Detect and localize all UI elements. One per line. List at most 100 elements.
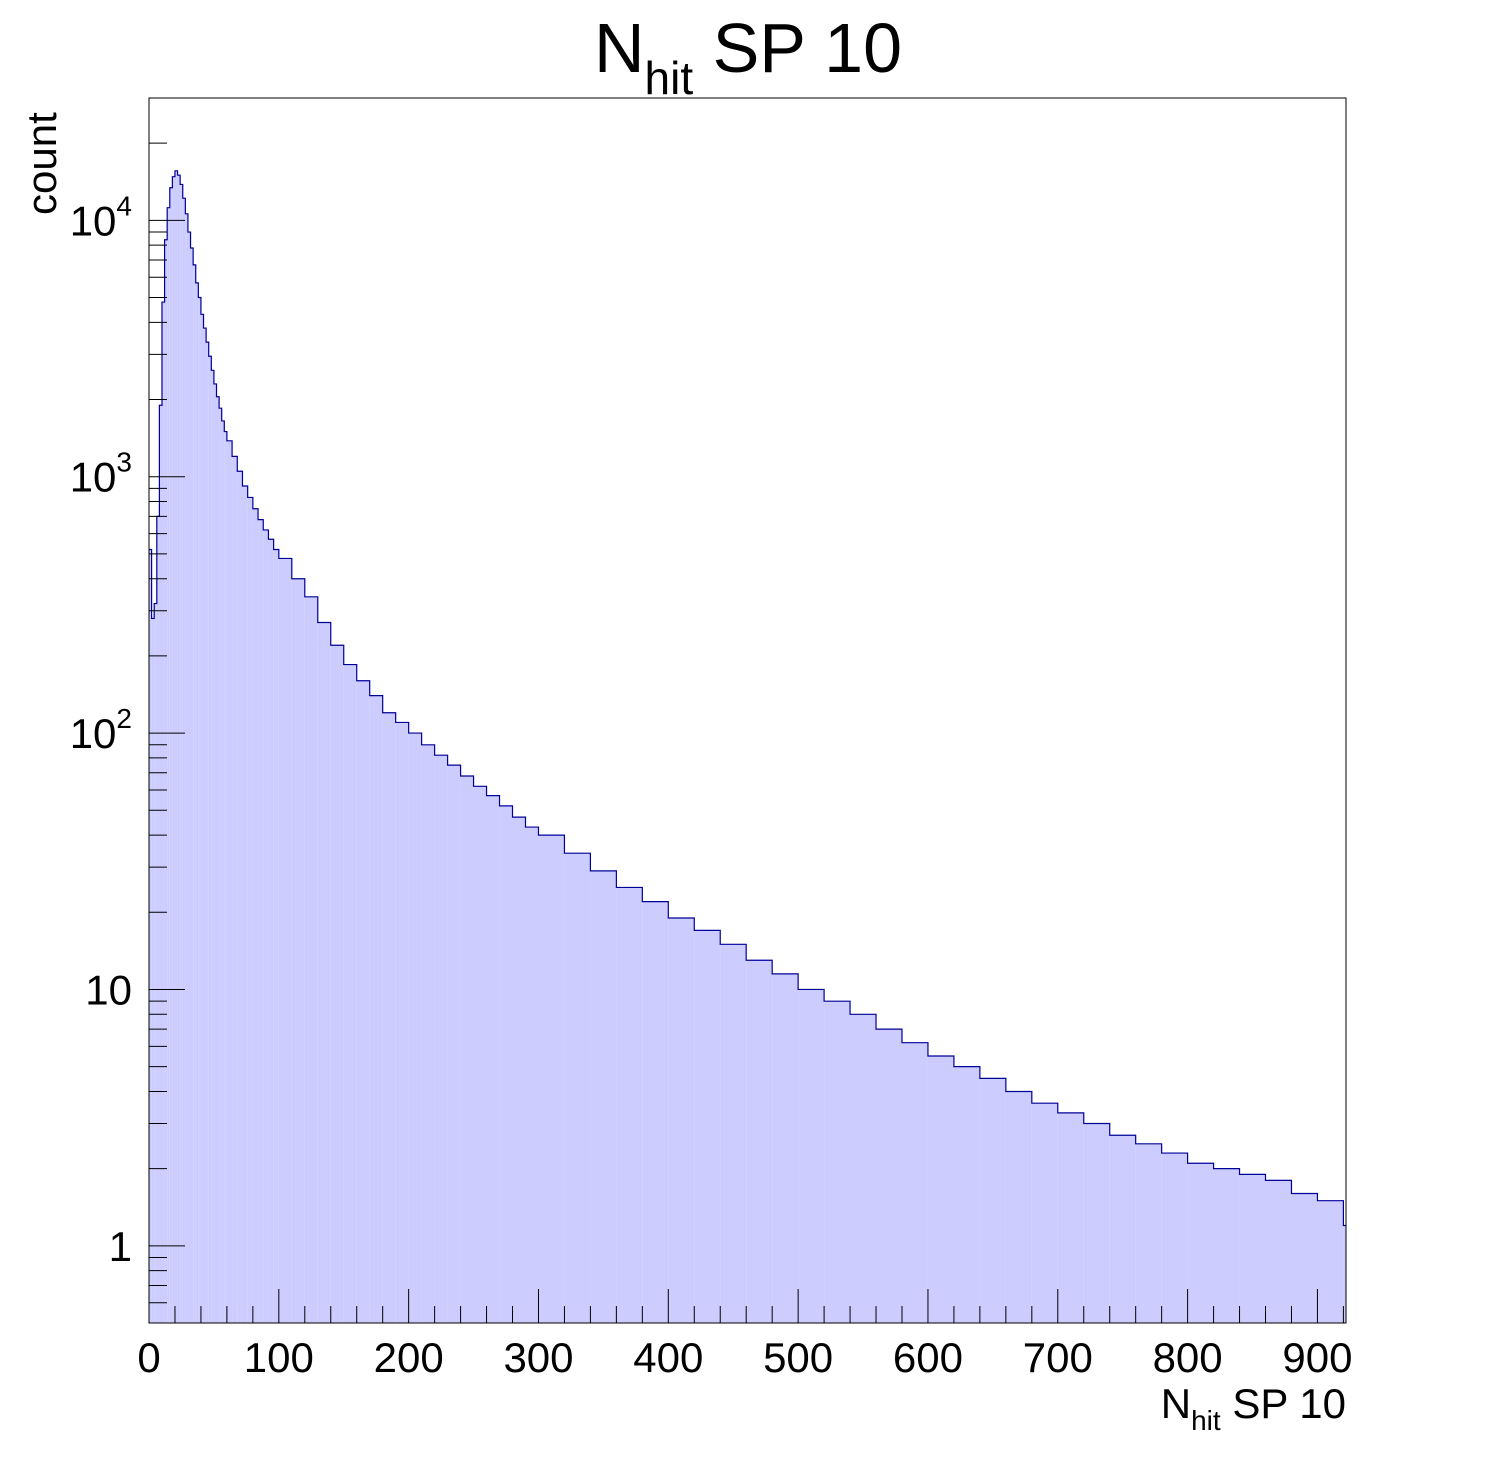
histogram-bin	[499, 805, 513, 1323]
histogram-bin	[1343, 1225, 1346, 1323]
histogram-bin	[164, 239, 168, 1324]
x-tick-label: 700	[1023, 1334, 1093, 1381]
histogram-bin	[159, 405, 162, 1323]
histogram-bin	[268, 539, 274, 1323]
histogram-bin	[180, 184, 183, 1323]
histogram-bin	[616, 887, 643, 1323]
histogram-bin	[1239, 1174, 1266, 1323]
y-axis-ticks	[149, 97, 185, 1324]
histogram-bin	[1031, 1103, 1058, 1323]
histogram-bin	[668, 917, 695, 1323]
x-tick-label: 300	[503, 1334, 573, 1381]
histogram-bin	[190, 247, 194, 1324]
x-axis-ticks	[148, 1289, 1344, 1323]
histogram-bin	[953, 1066, 980, 1323]
histogram-bin	[232, 456, 238, 1323]
histogram-bin	[408, 733, 422, 1323]
histogram-bin	[208, 356, 212, 1323]
histogram-bin	[206, 342, 209, 1324]
y-tick-label: 104	[70, 190, 132, 244]
x-tick-label: 0	[137, 1334, 160, 1381]
histogram-bin	[798, 989, 825, 1323]
histogram-bin	[1083, 1123, 1110, 1323]
x-tick-label: 500	[763, 1334, 833, 1381]
histogram-bin	[876, 1029, 902, 1323]
histogram-bin	[237, 471, 243, 1323]
histogram-bin	[252, 508, 259, 1323]
histogram-bin	[185, 213, 188, 1323]
histogram-bin	[525, 827, 539, 1323]
histogram-bin	[216, 396, 220, 1323]
histogram-bin	[167, 207, 170, 1323]
histogram-bin	[538, 835, 565, 1323]
histogram-bin	[1057, 1112, 1084, 1323]
histogram-bin	[395, 722, 409, 1323]
histogram-bin	[247, 497, 253, 1323]
histogram-bin	[242, 485, 248, 1323]
x-tick-label: 200	[374, 1334, 444, 1381]
histogram-bars	[149, 170, 1346, 1324]
x-axis-title: Nhit SP 10	[1161, 1380, 1346, 1436]
x-tick-label: 800	[1153, 1334, 1223, 1381]
histogram-bin	[979, 1078, 1006, 1323]
histogram-bin	[1317, 1200, 1344, 1323]
histogram-bin	[460, 776, 474, 1323]
y-tick-label: 103	[70, 447, 132, 501]
histogram-bin	[382, 712, 396, 1323]
histogram-bin	[590, 870, 617, 1323]
histogram-bin	[434, 755, 448, 1323]
histogram-bin	[211, 370, 214, 1324]
histogram-bin	[720, 944, 747, 1323]
x-tick-label: 600	[893, 1334, 963, 1381]
y-axis-title: count	[18, 112, 65, 215]
histogram-bin	[901, 1042, 928, 1323]
histogram-bin	[1187, 1163, 1214, 1323]
x-tick-label: 900	[1282, 1334, 1352, 1381]
histogram-bin	[226, 440, 233, 1323]
histogram-bin	[1135, 1143, 1162, 1323]
histogram-bin	[187, 232, 191, 1323]
histogram-bin	[473, 786, 487, 1323]
histogram-bin	[219, 408, 222, 1323]
histogram-bin	[1291, 1193, 1318, 1323]
histogram-bin	[486, 795, 500, 1323]
histogram-bin	[356, 680, 370, 1323]
histogram-bin	[177, 175, 181, 1324]
histogram-bin	[161, 302, 165, 1324]
histogram-bin	[156, 516, 160, 1323]
histogram-bin	[193, 264, 196, 1323]
histogram-bin	[169, 187, 173, 1323]
histogram-bin	[512, 817, 526, 1323]
histogram-bin	[304, 596, 318, 1323]
histogram-bin	[772, 973, 799, 1323]
histogram-bin	[1213, 1168, 1240, 1323]
histogram-bin	[149, 549, 152, 1323]
histogram-bin	[1161, 1153, 1188, 1323]
histogram-bin	[195, 282, 199, 1323]
histogram-bin	[291, 578, 305, 1323]
histogram-bin	[273, 549, 279, 1323]
histogram-bin	[317, 622, 331, 1323]
histogram-bin	[927, 1056, 954, 1323]
histogram-bin	[421, 744, 435, 1323]
histogram-bin	[224, 431, 227, 1323]
histogram-bin	[278, 558, 292, 1323]
histogram-bin	[330, 645, 344, 1323]
histogram-bin	[203, 328, 207, 1324]
histogram-bin	[694, 930, 721, 1323]
histogram-bin	[746, 960, 773, 1323]
histogram-bin	[343, 664, 357, 1323]
y-tick-label: 102	[70, 703, 132, 757]
histogram-bin	[258, 519, 264, 1323]
histogram-bin	[824, 1001, 851, 1323]
histogram-bin	[642, 901, 669, 1323]
histogram-bin	[198, 297, 201, 1323]
histogram-bin	[1005, 1091, 1032, 1323]
histogram-bin	[369, 695, 383, 1323]
histogram-bin	[151, 618, 155, 1323]
histogram-bin	[447, 765, 461, 1323]
histogram-bin	[564, 853, 591, 1323]
x-tick-label: 400	[633, 1334, 703, 1381]
histogram-bin	[850, 1014, 877, 1323]
histogram-bin	[213, 383, 217, 1323]
